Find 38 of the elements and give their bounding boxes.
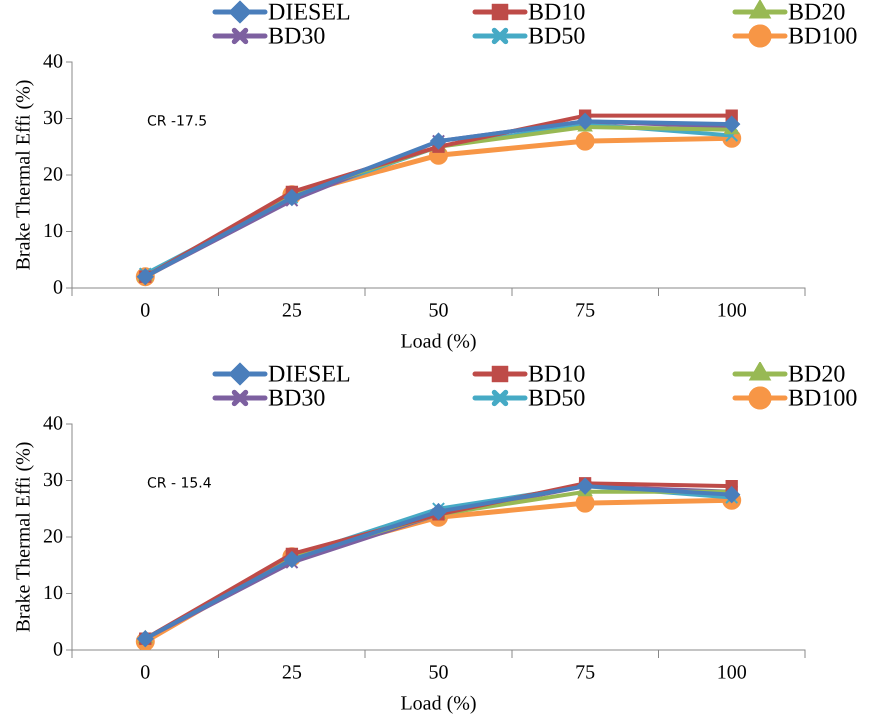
y-tick-label: 20 bbox=[43, 525, 63, 548]
x-tick-label: 75 bbox=[575, 299, 596, 322]
legend-label: BD50 bbox=[528, 385, 586, 412]
x-tick-label: 0 bbox=[140, 299, 150, 322]
x-tick-label: 75 bbox=[575, 661, 596, 684]
y-tick-label: 40 bbox=[43, 412, 63, 434]
legend-label: BD20 bbox=[788, 361, 846, 388]
y-tick-label: 10 bbox=[43, 220, 63, 242]
legend-label: BD50 bbox=[528, 23, 586, 50]
y-axis-title: Brake Thermal Effi (%) bbox=[12, 442, 34, 632]
x-tick-label: 100 bbox=[716, 299, 747, 322]
y-tick-label: 0 bbox=[53, 638, 63, 660]
legend-label: BD30 bbox=[268, 385, 326, 412]
x-tick-label: 25 bbox=[282, 661, 302, 684]
annotation: CR -17.5 bbox=[147, 114, 208, 130]
y-axis-title: Brake Thermal Effi (%) bbox=[12, 80, 34, 270]
legend-label: BD30 bbox=[268, 23, 326, 50]
y-tick-label: 20 bbox=[43, 163, 63, 186]
legend-label: BD100 bbox=[788, 23, 858, 50]
x-axis-title: Load (%) bbox=[400, 692, 477, 714]
x-tick-label: 50 bbox=[428, 661, 448, 684]
x-tick-label: 100 bbox=[716, 661, 747, 684]
legend-label: DIESEL bbox=[268, 0, 351, 26]
legend-label: BD100 bbox=[788, 385, 858, 412]
legend-label: BD10 bbox=[528, 361, 586, 388]
annotation: CR - 15.4 bbox=[147, 476, 212, 492]
legend-label: DIESEL bbox=[268, 361, 351, 388]
x-tick-label: 0 bbox=[140, 661, 150, 684]
y-tick-label: 30 bbox=[43, 468, 63, 491]
x-tick-label: 50 bbox=[428, 299, 448, 322]
y-tick-label: 0 bbox=[53, 276, 63, 298]
legend-label: BD10 bbox=[528, 0, 586, 26]
x-tick-label: 25 bbox=[282, 299, 302, 322]
y-tick-label: 40 bbox=[43, 50, 63, 72]
legend-label: BD20 bbox=[788, 0, 846, 26]
x-axis-title: Load (%) bbox=[400, 330, 477, 352]
y-tick-label: 30 bbox=[43, 106, 63, 129]
y-tick-label: 10 bbox=[43, 582, 63, 604]
